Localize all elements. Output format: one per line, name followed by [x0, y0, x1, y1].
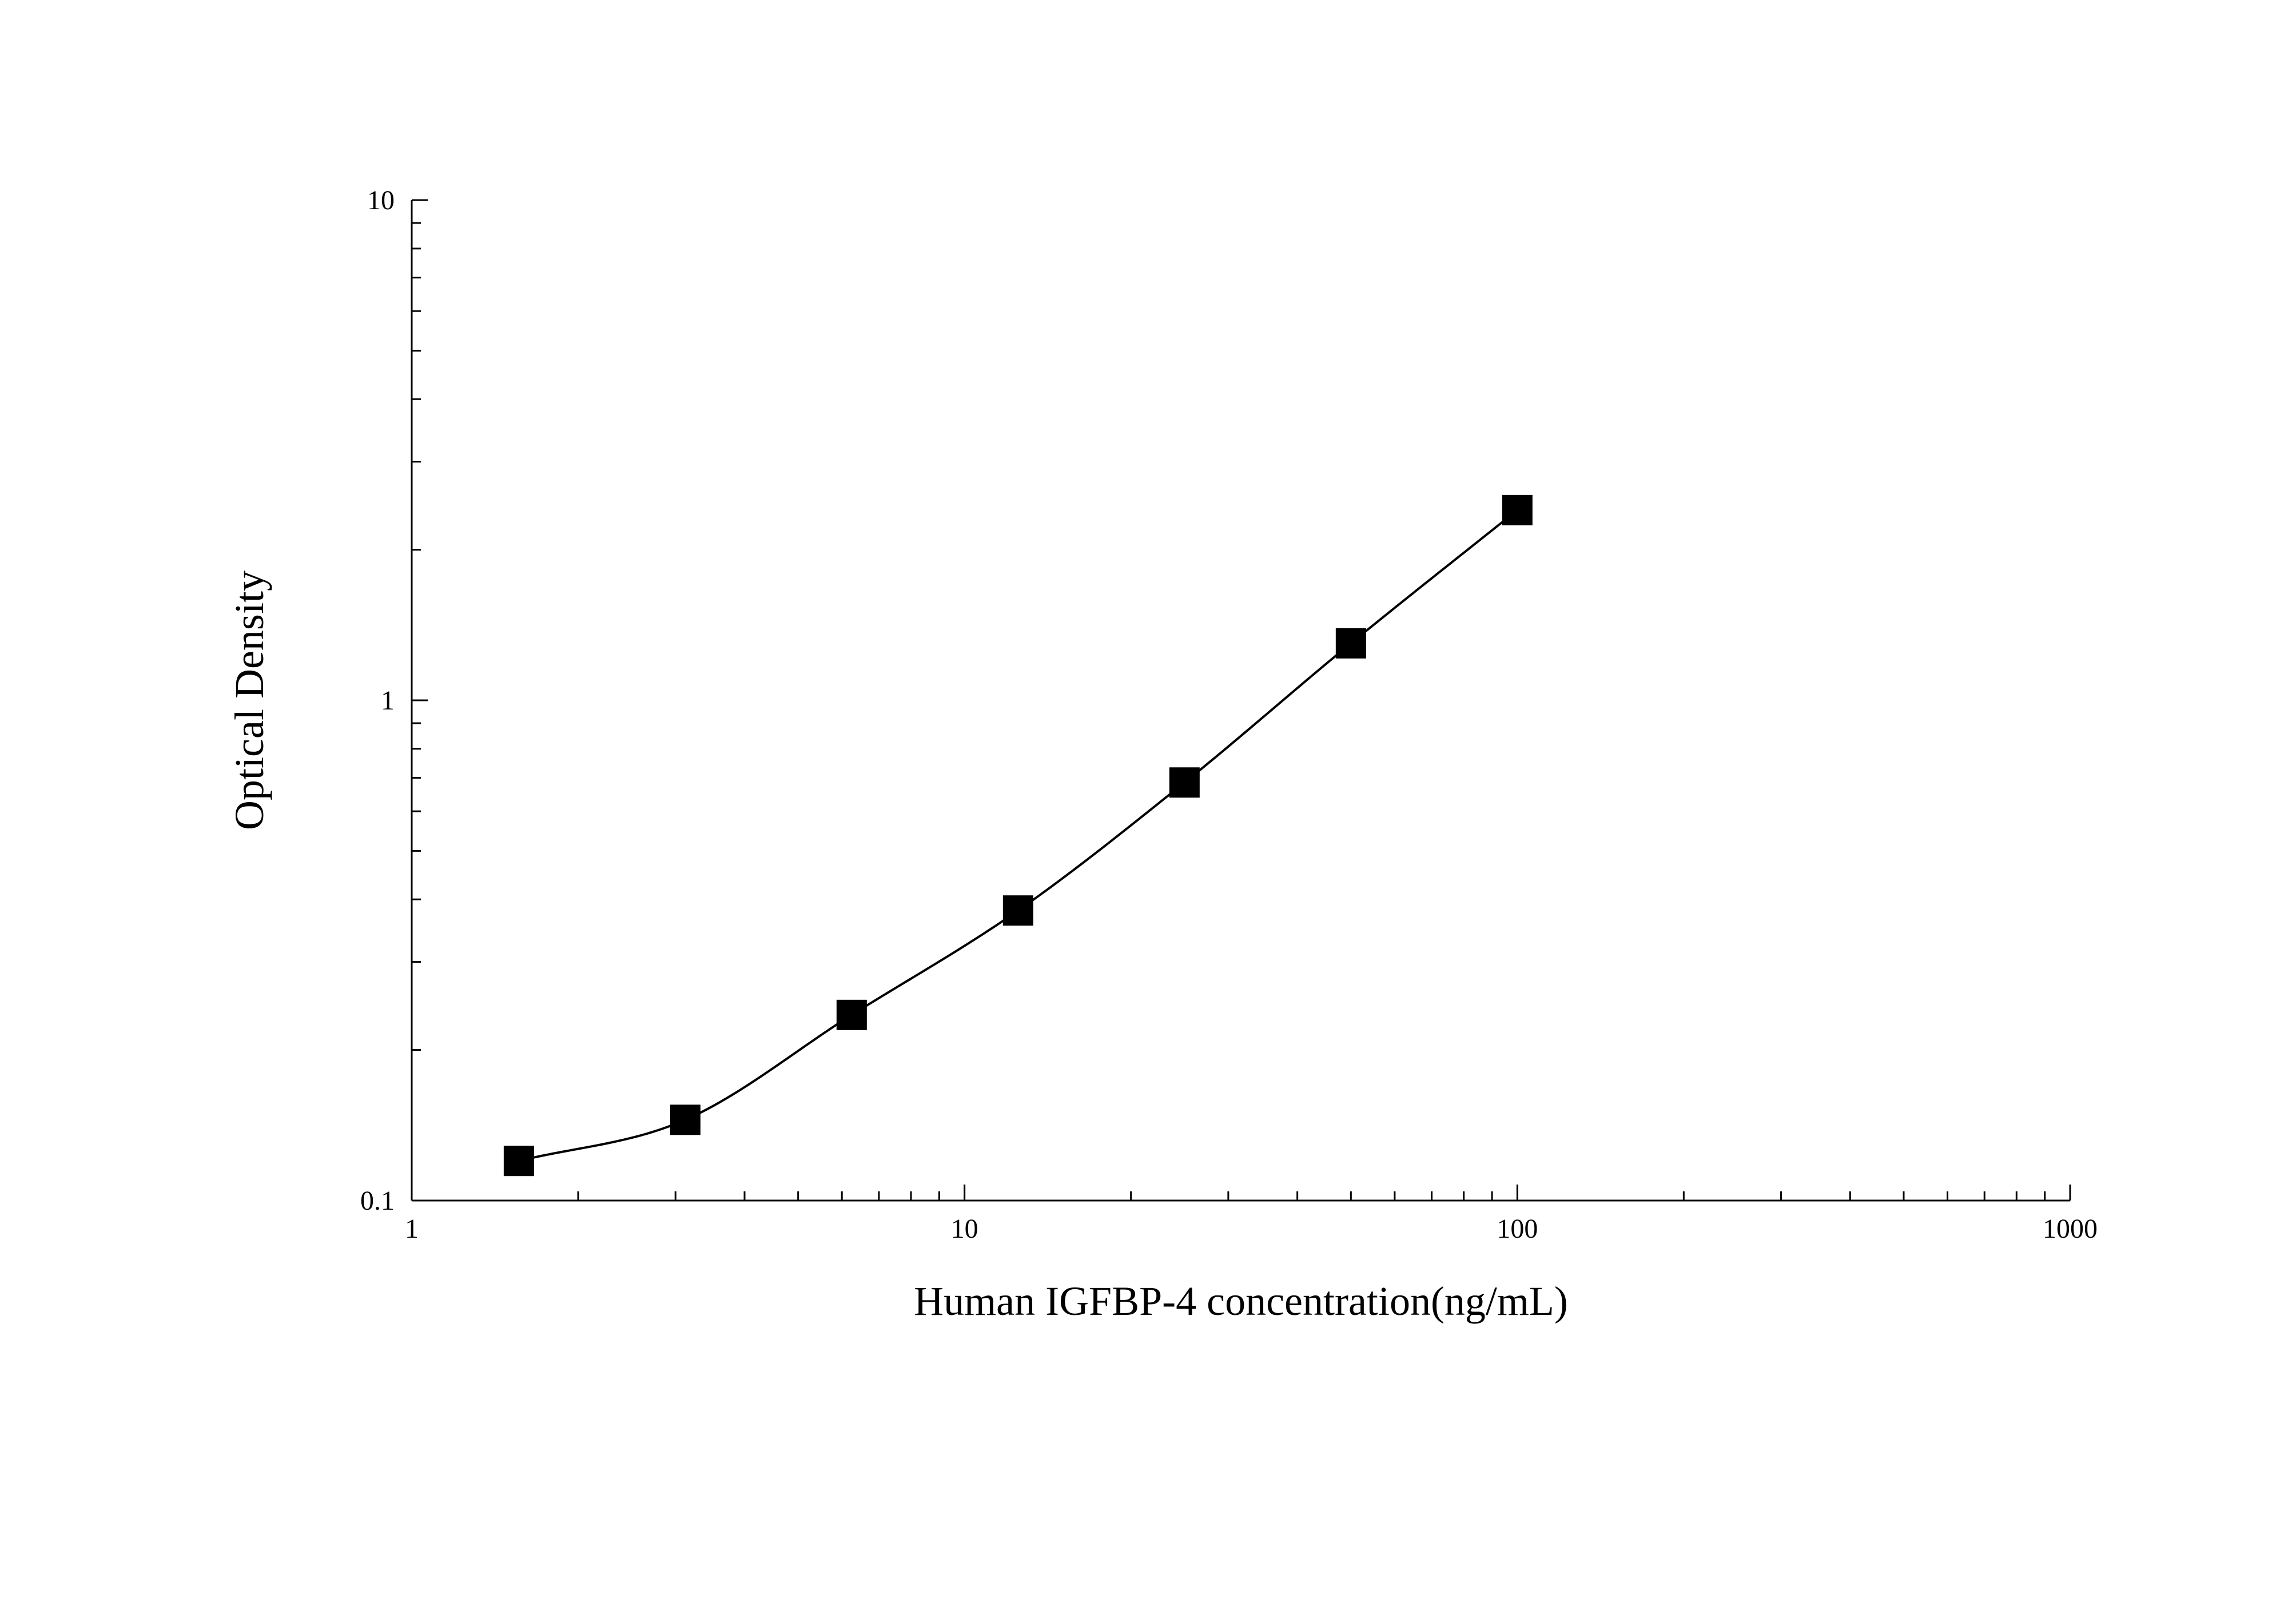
svg-text:0.1: 0.1	[360, 1186, 395, 1216]
chart-container: 1 10 100 1000 0.1 1 10 Human IGFBP-4 concentrat…	[0, 0, 2296, 1604]
chart-svg: 1 10 100 1000 0.1 1 10 Human IGFBP-4 concentrat…	[0, 0, 2296, 1604]
svg-text:1: 1	[405, 1214, 419, 1244]
x-axis-label: Human IGFBP-4 concentration(ng/mL)	[914, 1278, 1568, 1324]
svg-text:1: 1	[381, 685, 395, 716]
svg-text:100: 100	[1497, 1214, 1538, 1244]
svg-text:1000: 1000	[2043, 1214, 2098, 1244]
svg-text:10: 10	[951, 1214, 978, 1244]
svg-text:10: 10	[367, 185, 395, 216]
y-axis-label: Optical Density	[226, 571, 272, 830]
